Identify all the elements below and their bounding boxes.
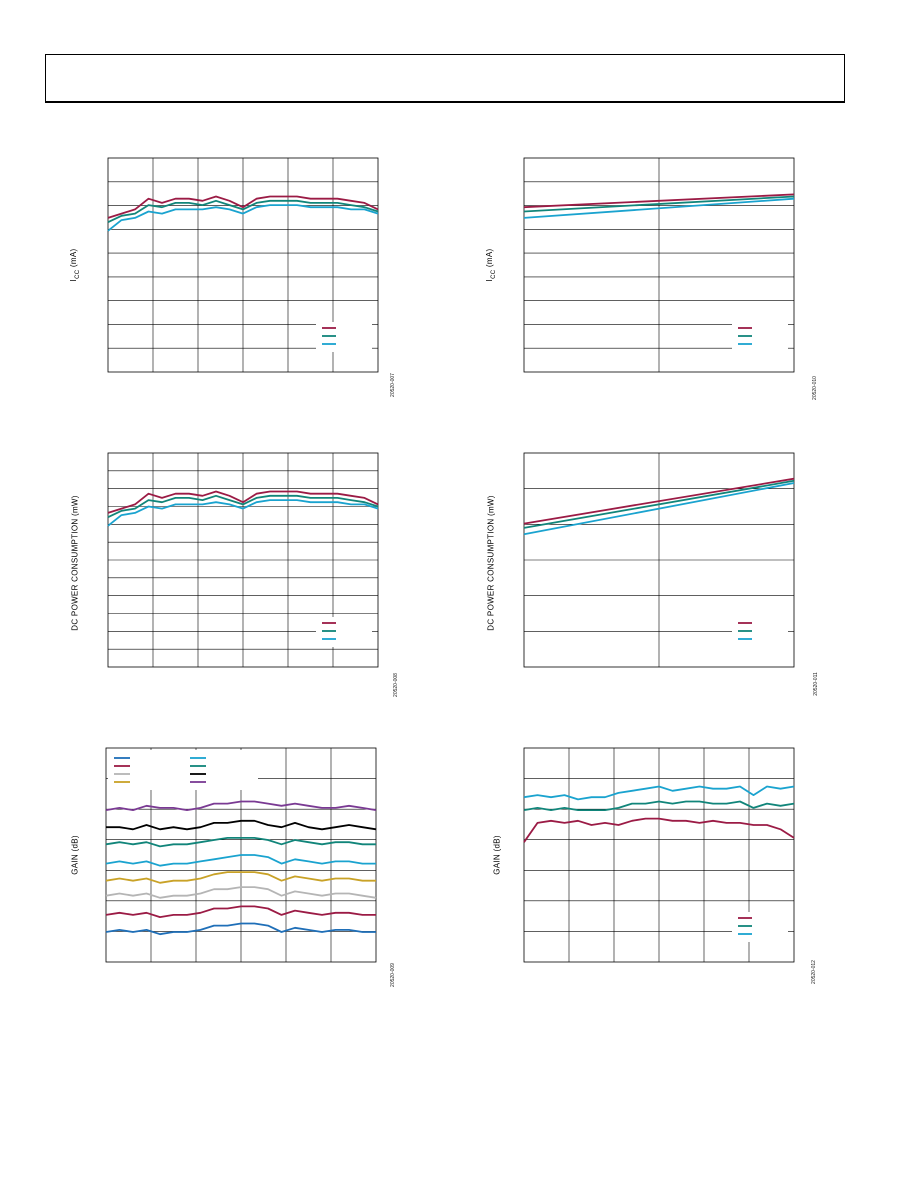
chart-3-series-1 [107,490,379,514]
chart-6-legend-box [732,912,788,942]
chart-2-series-3 [523,197,795,219]
chart-6-series-3 [523,817,795,843]
chart-5-series-4 [105,854,376,867]
chart-5-series-6 [105,886,377,899]
chart-4-series-2 [523,479,795,529]
chart-5-series-8 [105,922,376,936]
chart-3-series-2 [107,494,379,519]
chart-6-figure-number: 20520-012 [811,960,817,984]
chart-5-series-1 [105,800,377,811]
chart-5-series-2 [106,819,377,831]
chart-5-legend-box [108,750,258,790]
chart-6-ylabel: GAIN (dB) [492,835,502,875]
chart-5-series-3 [105,837,376,848]
chart-4-series-3 [523,482,795,536]
chart-1-legend-box [316,322,372,352]
chart-4-series-1 [523,477,795,525]
chart-2-series-1 [523,193,795,209]
chart-6-series-2 [523,800,795,811]
chart-1-series-1 [107,195,379,219]
chart-5-series-7 [105,905,376,918]
chart-2-legend-box [732,322,788,352]
chart-6-series-1 [523,785,795,801]
page-header-box [45,54,845,103]
chart-5-series-5 [105,871,376,884]
chart-1-series-2 [107,199,379,224]
chart-4-legend-box [732,617,788,647]
chart-3-legend-box [316,617,372,647]
chart-1-series-3 [107,204,379,232]
chart-2-series-2 [523,195,795,213]
chart-3-series-3 [107,499,379,527]
